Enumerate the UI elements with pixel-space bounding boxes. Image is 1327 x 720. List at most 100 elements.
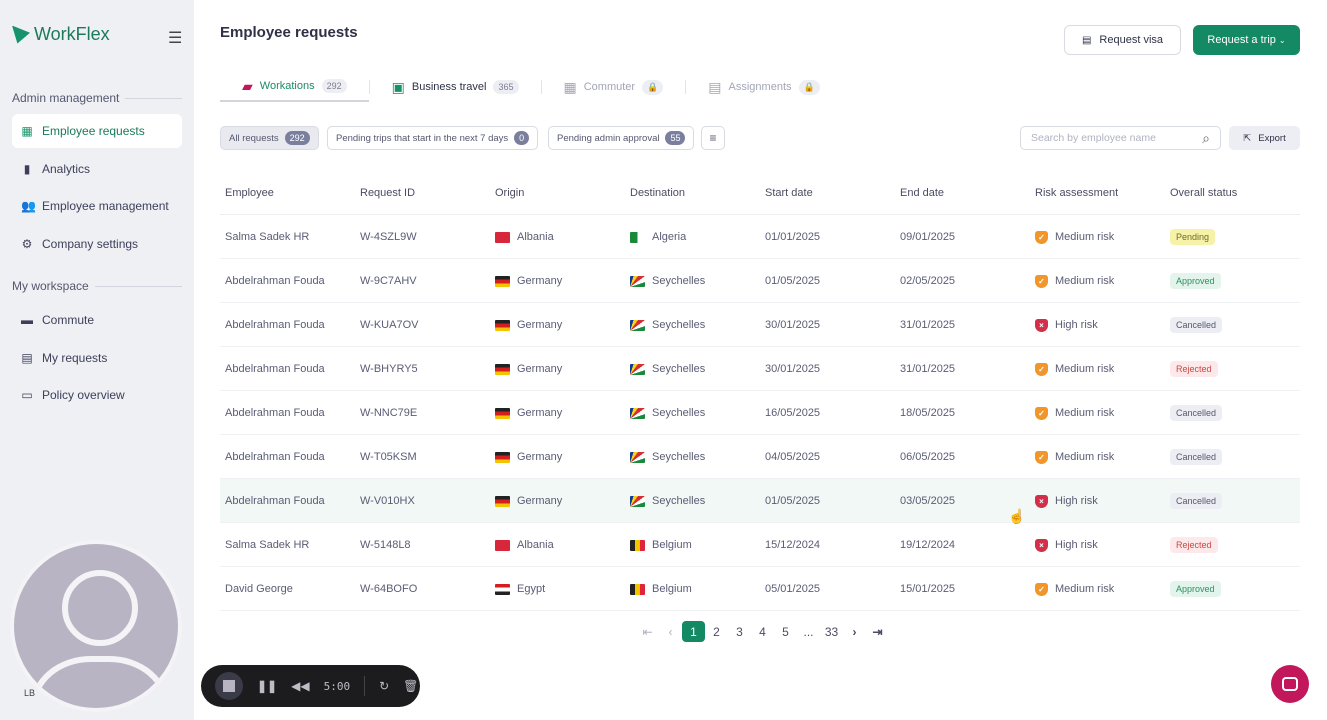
column-header[interactable]: Risk assessment	[1035, 187, 1119, 199]
shield-x-icon: ×	[1035, 318, 1048, 332]
last-page-button[interactable]: ⇥	[872, 624, 883, 639]
table-row[interactable]: Salma Sadek HR W-5148L8 Albania Belgium 15/1…	[220, 523, 1300, 567]
table-row[interactable]: Abdelrahman Fouda W-V010HX Germany Seychell…	[220, 479, 1300, 523]
destination-country: Seychelles	[652, 363, 706, 375]
column-header[interactable]: Overall status	[1170, 187, 1238, 199]
table-cell: ✓ Medium risk	[1035, 215, 1114, 259]
chat-button[interactable]	[1271, 665, 1309, 703]
column-header[interactable]: Start date	[765, 187, 813, 199]
filter-button[interactable]: ≡	[701, 126, 725, 150]
prev-page-button[interactable]: ‹	[668, 624, 673, 639]
destination-country: Seychelles	[652, 319, 706, 331]
sidebar-item-policy-overview[interactable]: ▭ Policy overview	[12, 378, 182, 412]
table-cell: Approved	[1170, 567, 1221, 611]
table-cell: 30/01/2025	[765, 347, 820, 391]
delete-button[interactable]: 🗑	[403, 679, 419, 693]
table-row[interactable]: Abdelrahman Fouda W-KUA7OV Germany Seychell…	[220, 303, 1300, 347]
table-cell: Algeria	[630, 215, 686, 259]
filter-chip[interactable]: Pending trips that start in the next 7 d…	[327, 126, 539, 150]
sidebar-item-employee-management[interactable]: 👥 Employee management	[12, 189, 182, 223]
table-cell: W-KUA7OV	[360, 303, 418, 347]
table-cell: Seychelles	[630, 479, 705, 523]
avatar[interactable]	[10, 540, 182, 712]
page-button[interactable]: 1	[682, 621, 705, 642]
request-id: W-4SZL9W	[360, 231, 417, 243]
page-button[interactable]: 33	[824, 624, 839, 639]
table-cell: 01/05/2025	[765, 479, 820, 523]
table-cell: Germany	[495, 391, 562, 435]
filter-label: Pending trips that start in the next 7 d…	[336, 132, 509, 144]
sidebar-item-label: Policy overview	[42, 388, 125, 402]
table-cell: 02/05/2025	[900, 259, 955, 303]
flag-icon	[630, 363, 645, 375]
sidebar-item-analytics[interactable]: ▮ Analytics	[12, 152, 182, 186]
table-row[interactable]: David George W-64BOFO Egypt Belgium 05/01/20…	[220, 567, 1300, 611]
tab-workations[interactable]: ▰ Workations 292	[220, 72, 369, 102]
sidebar-item-commute[interactable]: ▬ Commute	[12, 303, 182, 337]
sidebar-item-my-requests[interactable]: ▤ My requests	[12, 341, 182, 375]
column-header[interactable]: Employee	[225, 187, 274, 199]
filter-count: 55	[665, 131, 686, 145]
destination-country: Seychelles	[652, 495, 706, 507]
column-header[interactable]: Request ID	[360, 187, 416, 199]
risk-level: High risk	[1055, 319, 1098, 331]
menu-toggle-icon[interactable]: ☰	[168, 30, 183, 47]
risk-level: Medium risk	[1055, 583, 1115, 595]
shield-check-icon: ✓	[1035, 450, 1048, 464]
next-page-button[interactable]: ›	[852, 624, 857, 639]
table-row[interactable]: Abdelrahman Fouda W-NNC79E Germany Seychell…	[220, 391, 1300, 435]
table-cell: Abdelrahman Fouda	[225, 347, 325, 391]
sidebar-item-company-settings[interactable]: ⚙ Company settings	[12, 227, 182, 261]
column-header[interactable]: Destination	[630, 187, 686, 199]
first-page-button[interactable]: ⇤	[642, 624, 653, 639]
end-date: 03/05/2025	[900, 495, 956, 507]
request-id: W-9C7AHV	[360, 275, 417, 287]
filter-label: All requests	[229, 132, 279, 144]
request-visa-button[interactable]: ▤ Request visa	[1064, 25, 1181, 55]
restart-button[interactable]: ↻	[379, 679, 390, 693]
page-button[interactable]: 4	[759, 624, 766, 639]
table-cell: 04/05/2025	[765, 435, 820, 479]
page-button[interactable]: 2	[713, 624, 720, 639]
table-row[interactable]: Salma Sadek HR W-4SZL9W Albania Algeria 01/0…	[220, 215, 1300, 259]
end-date: 19/12/2024	[900, 539, 956, 551]
destination-country: Belgium	[652, 539, 692, 551]
filter-chip[interactable]: Pending admin approval 55	[548, 126, 695, 150]
tab-assignments[interactable]: ▤ Assignments 🔒	[686, 72, 841, 102]
filter-label: Pending admin approval	[557, 132, 660, 144]
table-cell: Seychelles	[630, 347, 705, 391]
search-input[interactable]: Search by employee name ⌕	[1020, 126, 1221, 150]
tab-business-travel[interactable]: ▣ Business travel 365	[370, 72, 541, 102]
rewind-button[interactable]: ◀◀	[291, 679, 310, 693]
avatar-head-icon	[62, 570, 138, 646]
pause-button[interactable]: ❚❚	[257, 679, 278, 693]
table-row[interactable]: Abdelrahman Fouda W-BHYRY5 Germany Seychell…	[220, 347, 1300, 391]
column-header[interactable]: Origin	[495, 187, 525, 199]
destination-country: Seychelles	[652, 451, 706, 463]
sidebar-item-employee-requests[interactable]: ▦ Employee requests	[12, 114, 182, 148]
flag-icon	[630, 539, 645, 551]
table-cell: David George	[225, 567, 293, 611]
start-date: 01/05/2025	[765, 275, 821, 287]
stop-button[interactable]	[215, 672, 243, 700]
origin-country: Germany	[517, 451, 563, 463]
risk-level: Medium risk	[1055, 451, 1115, 463]
flag-icon	[630, 583, 645, 595]
end-date: 31/01/2025	[900, 363, 956, 375]
column-header[interactable]: End date	[900, 187, 945, 199]
table-cell: Germany	[495, 259, 562, 303]
filter-chip[interactable]: All requests 292	[220, 126, 319, 150]
page-button[interactable]: 5	[782, 624, 789, 639]
logo[interactable]: WorkFlex	[12, 24, 110, 45]
export-button[interactable]: ⇱ Export	[1229, 126, 1300, 150]
page-button[interactable]: 3	[736, 624, 743, 639]
tab-commuter[interactable]: ▦ Commuter 🔒	[542, 72, 686, 102]
table-row[interactable]: Abdelrahman Fouda W-T05KSM Germany Seychell…	[220, 435, 1300, 479]
request-trip-button[interactable]: Request a trip ⌄	[1193, 25, 1300, 55]
page-button: ...	[803, 624, 814, 639]
sidebar-item-label: Analytics	[42, 161, 91, 176]
divider	[540, 80, 542, 94]
table-row[interactable]: Abdelrahman Fouda W-9C7AHV Germany Seychell…	[220, 259, 1300, 303]
flag-icon	[630, 319, 645, 331]
table-cell: 01/01/2025	[765, 215, 820, 259]
